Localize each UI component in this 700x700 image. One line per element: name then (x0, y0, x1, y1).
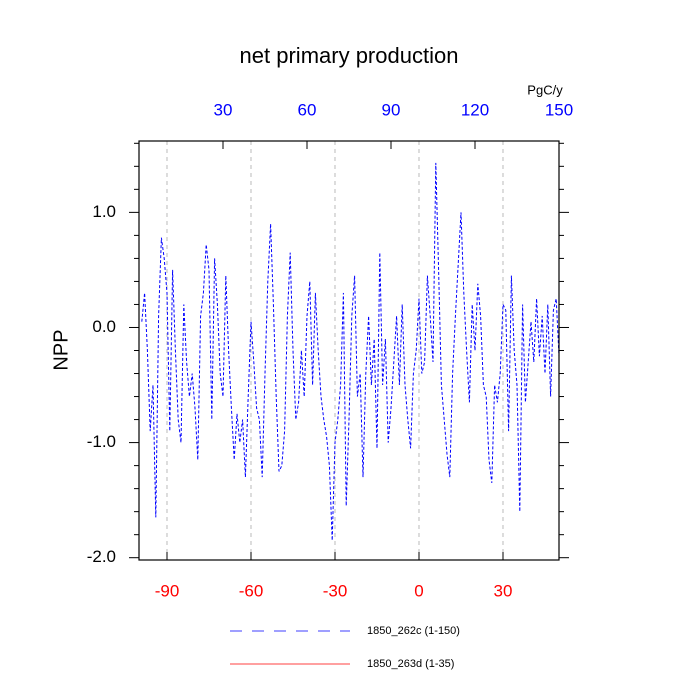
x2-tick-label: 30 (494, 581, 513, 600)
x-tick-label: 150 (545, 100, 573, 119)
plot-frame (138, 140, 560, 561)
chart-title: net primary production (240, 43, 459, 68)
y-tick-label: -2.0 (87, 547, 116, 566)
y-tick-label: 0.0 (92, 317, 116, 336)
y-axis-label: NPP (50, 329, 72, 370)
x-tick-label: 30 (214, 100, 233, 119)
x2-tick-label: -60 (239, 581, 264, 600)
x-unit: PgC/y (527, 82, 563, 97)
y-tick-label: 1.0 (92, 202, 116, 221)
x-tick-label: 60 (298, 100, 317, 119)
data-line (141, 162, 560, 541)
x-tick-label: 90 (382, 100, 401, 119)
x-tick-label: 120 (461, 100, 489, 119)
legend-label: 1850_263d (1-35) (367, 658, 454, 670)
y-tick-label: -1.0 (87, 432, 116, 451)
x2-tick-label: -90 (155, 581, 180, 600)
legend-label: 1850_262c (1-150) (367, 625, 460, 637)
x2-tick-label: -30 (323, 581, 348, 600)
x2-tick-label: 0 (414, 581, 423, 600)
